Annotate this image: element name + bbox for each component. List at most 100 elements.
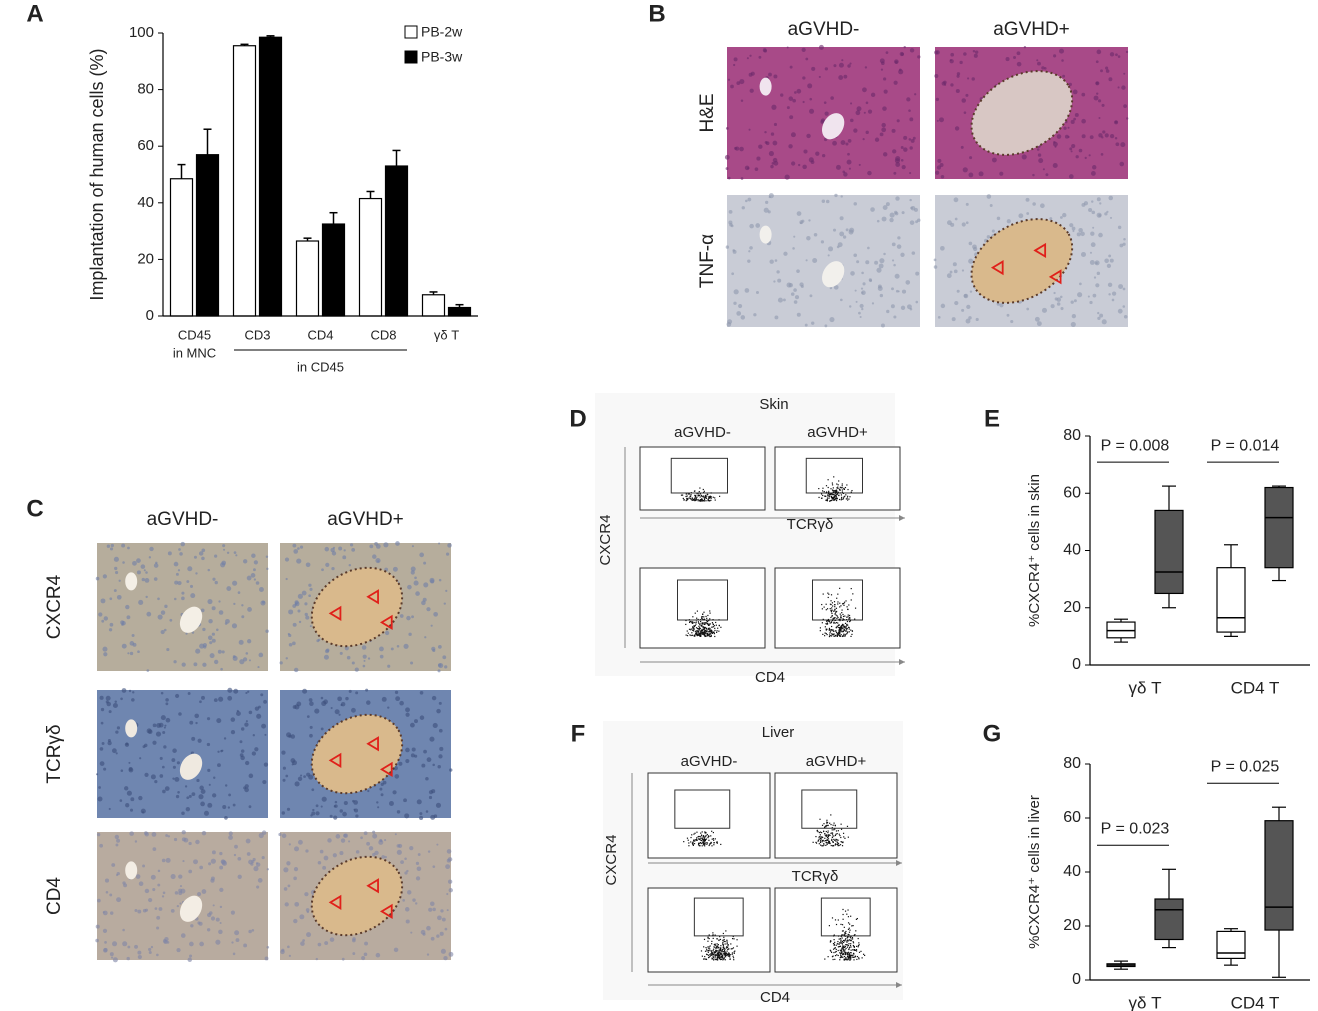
cell-nucleus [298,620,302,624]
event-dot [706,954,708,956]
event-dot [701,842,703,845]
event-dot [704,495,706,497]
cell-nucleus [773,160,779,166]
event-dot [841,942,843,944]
cell-nucleus [1118,284,1124,289]
event-dot [713,844,715,846]
event-dot [714,955,716,957]
cell-nucleus [806,235,811,241]
cell-nucleus [285,774,289,778]
cell-nucleus [137,954,142,960]
cell-nucleus [362,664,366,668]
event-dot [847,957,849,959]
event-dot [843,633,845,635]
event-dot [711,957,713,959]
cell-nucleus [818,44,824,50]
event-dot [843,626,845,628]
cell-nucleus [903,135,908,140]
cell-nucleus [940,246,945,251]
event-dot [682,497,684,500]
cell-nucleus [1088,207,1093,213]
cell-nucleus [148,950,152,955]
cell-nucleus [304,612,308,617]
column-header: aGVHD+ [807,424,868,441]
cell-nucleus [209,641,213,645]
cell-nucleus [248,929,252,934]
cell-nucleus [893,171,897,175]
event-dot [850,629,852,631]
cell-nucleus [195,839,200,845]
event-dot [842,939,845,942]
y-tick-label: 40 [1063,863,1081,880]
gate [670,457,728,494]
cell-nucleus [222,544,226,548]
cell-nucleus [421,763,426,768]
event-dot [711,952,713,954]
event-dot [717,956,719,958]
event-dot [708,934,710,936]
event-dot [699,623,701,625]
cell-nucleus [290,758,296,763]
cell-nucleus [880,68,884,71]
cell-nucleus [285,577,288,581]
cell-nucleus [116,897,122,903]
cell-nucleus [317,861,322,865]
cell-nucleus [805,57,809,61]
cell-nucleus [764,140,768,144]
event-dot [713,625,716,627]
event-dot [693,627,695,629]
cell-nucleus [315,804,319,808]
event-dot [839,844,842,846]
event-dot [709,495,711,497]
event-dot [838,833,840,835]
cell-nucleus [185,632,188,635]
event-dot [701,500,703,502]
event-dot [846,623,848,625]
cell-nucleus [302,939,305,942]
event-dot [702,618,704,621]
event-dot [831,956,834,958]
event-dot [840,499,842,501]
event-dot [715,956,717,958]
event-dot [706,635,709,637]
cell-nucleus [396,849,402,855]
event-dot [834,834,837,837]
event-dot [850,954,852,956]
cell-nucleus [180,933,186,938]
y-tick-label: 40 [137,194,154,211]
cell-nucleus [962,167,968,173]
cell-nucleus [195,721,198,725]
cell-nucleus [733,63,736,67]
event-dot [837,492,839,495]
event-dot [712,952,714,955]
cell-nucleus [999,303,1004,308]
event-dot [843,634,845,637]
event-dot [721,955,723,957]
cell-nucleus [334,800,338,804]
cell-nucleus [425,776,429,781]
cell-nucleus [1064,120,1068,124]
event-dot [844,910,847,912]
event-dot [727,953,729,955]
cell-nucleus [1122,242,1126,246]
event-dot [704,626,706,629]
cell-nucleus [148,947,152,952]
event-dot [855,948,858,951]
cell-nucleus [95,576,100,581]
cell-nucleus [266,868,269,871]
cell-nucleus [900,252,905,257]
event-dot [696,493,698,495]
event-dot [840,626,843,629]
event-dot [848,936,850,938]
cell-nucleus [173,561,179,567]
event-dot [848,618,850,620]
event-dot [703,616,705,618]
cell-nucleus [351,661,355,665]
cell-nucleus [910,138,915,143]
cell-nucleus [121,643,127,649]
cell-nucleus [419,690,424,695]
event-dot [841,952,843,954]
cell-nucleus [410,931,413,934]
cell-nucleus [152,723,157,728]
event-dot [848,943,850,945]
